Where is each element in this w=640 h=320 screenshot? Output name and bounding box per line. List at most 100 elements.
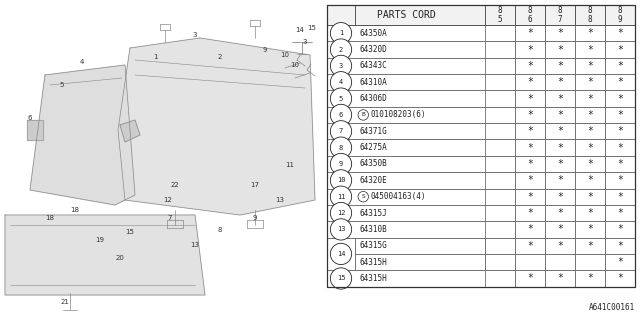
Bar xyxy=(515,188,545,205)
Bar xyxy=(515,254,545,270)
Text: 15: 15 xyxy=(125,229,134,235)
Bar xyxy=(545,41,575,58)
Bar xyxy=(545,74,575,91)
Bar xyxy=(605,205,635,221)
Text: *: * xyxy=(617,143,623,153)
Text: 11: 11 xyxy=(285,162,294,168)
Text: 1: 1 xyxy=(339,30,343,36)
Bar xyxy=(575,140,605,156)
Text: 64275A: 64275A xyxy=(359,143,387,152)
Bar xyxy=(575,25,605,41)
Text: S: S xyxy=(362,194,365,199)
Text: 9: 9 xyxy=(339,161,343,167)
Text: *: * xyxy=(617,224,623,235)
Text: 10: 10 xyxy=(337,177,345,183)
Bar xyxy=(327,172,635,188)
Text: 4: 4 xyxy=(339,79,343,85)
Circle shape xyxy=(330,268,351,289)
Text: 5: 5 xyxy=(498,15,502,24)
Bar xyxy=(545,156,575,172)
Text: *: * xyxy=(587,159,593,169)
Bar xyxy=(327,270,635,287)
Text: 8: 8 xyxy=(588,6,592,15)
Bar xyxy=(575,188,605,205)
Circle shape xyxy=(330,72,351,93)
Polygon shape xyxy=(5,215,205,295)
Bar xyxy=(327,221,635,237)
Circle shape xyxy=(330,153,351,175)
Text: *: * xyxy=(617,257,623,267)
Bar xyxy=(545,221,575,237)
Polygon shape xyxy=(118,38,315,215)
Text: 13: 13 xyxy=(275,197,285,203)
Text: 64343C: 64343C xyxy=(359,61,387,70)
Text: 10: 10 xyxy=(280,52,289,58)
Text: *: * xyxy=(527,241,533,251)
Bar xyxy=(327,74,635,91)
Circle shape xyxy=(330,39,351,60)
Text: 8: 8 xyxy=(557,6,563,15)
Text: *: * xyxy=(617,44,623,54)
Text: 13: 13 xyxy=(191,242,200,248)
Bar xyxy=(545,237,575,254)
Bar xyxy=(327,25,635,41)
Bar xyxy=(515,91,545,107)
Text: *: * xyxy=(557,224,563,235)
Circle shape xyxy=(330,243,351,265)
Bar xyxy=(575,172,605,188)
Text: 13: 13 xyxy=(337,227,345,232)
Bar xyxy=(515,270,545,287)
Bar xyxy=(545,188,575,205)
Bar xyxy=(515,140,545,156)
Text: 4: 4 xyxy=(80,59,84,65)
Bar xyxy=(485,140,515,156)
Polygon shape xyxy=(120,120,140,142)
Text: *: * xyxy=(587,224,593,235)
Text: *: * xyxy=(617,126,623,136)
Bar xyxy=(605,91,635,107)
Bar xyxy=(485,172,515,188)
Text: 8: 8 xyxy=(339,145,343,151)
Bar xyxy=(545,270,575,287)
Text: 19: 19 xyxy=(95,237,104,243)
Text: *: * xyxy=(557,77,563,87)
Bar xyxy=(515,58,545,74)
Text: *: * xyxy=(527,143,533,153)
Text: *: * xyxy=(617,61,623,71)
Text: *: * xyxy=(587,192,593,202)
Bar xyxy=(515,123,545,140)
Text: *: * xyxy=(557,61,563,71)
Polygon shape xyxy=(27,120,43,140)
Text: *: * xyxy=(617,175,623,185)
Text: *: * xyxy=(617,28,623,38)
Text: *: * xyxy=(587,175,593,185)
Bar xyxy=(605,107,635,123)
Circle shape xyxy=(330,203,351,224)
Circle shape xyxy=(330,121,351,142)
Bar xyxy=(485,270,515,287)
Text: 11: 11 xyxy=(337,194,345,200)
Bar xyxy=(355,254,485,270)
Text: *: * xyxy=(587,28,593,38)
Bar xyxy=(327,188,635,205)
Bar xyxy=(545,58,575,74)
Text: *: * xyxy=(557,143,563,153)
Text: *: * xyxy=(617,77,623,87)
Bar xyxy=(605,221,635,237)
Text: 17: 17 xyxy=(250,182,259,188)
Text: *: * xyxy=(527,159,533,169)
Bar xyxy=(545,205,575,221)
Text: *: * xyxy=(557,159,563,169)
Text: 64350B: 64350B xyxy=(359,159,387,169)
Bar xyxy=(605,172,635,188)
Text: 2: 2 xyxy=(218,54,222,60)
Bar xyxy=(575,270,605,287)
Bar xyxy=(545,140,575,156)
Text: 20: 20 xyxy=(116,255,124,261)
Bar xyxy=(515,41,545,58)
Circle shape xyxy=(330,186,351,207)
Bar xyxy=(575,123,605,140)
Polygon shape xyxy=(30,65,135,205)
Circle shape xyxy=(330,137,351,158)
Text: *: * xyxy=(617,159,623,169)
